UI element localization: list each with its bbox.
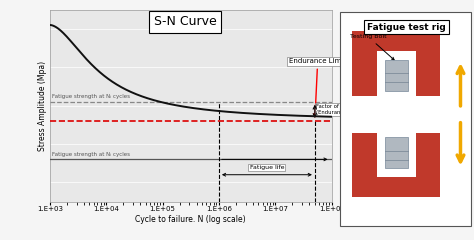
Text: Endurance Limit: Endurance Limit <box>289 58 346 117</box>
Text: Factor of Safety
(Endurance limit / Stress amplitude): Factor of Safety (Endurance limit / Stre… <box>316 104 412 115</box>
Text: Fatigue strength at Nᵢ cycles: Fatigue strength at Nᵢ cycles <box>52 152 130 157</box>
FancyBboxPatch shape <box>416 38 440 96</box>
Y-axis label: Stress Amplitude (Mpa): Stress Amplitude (Mpa) <box>38 60 47 151</box>
Text: Fatigue life: Fatigue life <box>250 165 284 170</box>
Text: Fatigue test rig: Fatigue test rig <box>367 23 446 32</box>
FancyBboxPatch shape <box>352 38 377 96</box>
FancyBboxPatch shape <box>352 133 377 191</box>
FancyBboxPatch shape <box>385 60 408 91</box>
FancyBboxPatch shape <box>340 12 471 226</box>
FancyBboxPatch shape <box>416 133 440 191</box>
FancyBboxPatch shape <box>352 31 440 51</box>
FancyBboxPatch shape <box>385 138 408 168</box>
Text: Testing Bolt: Testing Bolt <box>350 34 394 60</box>
Text: Fatigue strength at Nᵢ cycles: Fatigue strength at Nᵢ cycles <box>52 94 130 99</box>
X-axis label: Cycle to failure. N (log scale): Cycle to failure. N (log scale) <box>136 215 246 223</box>
FancyBboxPatch shape <box>352 177 440 197</box>
Text: S-N Curve: S-N Curve <box>154 15 217 28</box>
FancyBboxPatch shape <box>352 108 440 116</box>
